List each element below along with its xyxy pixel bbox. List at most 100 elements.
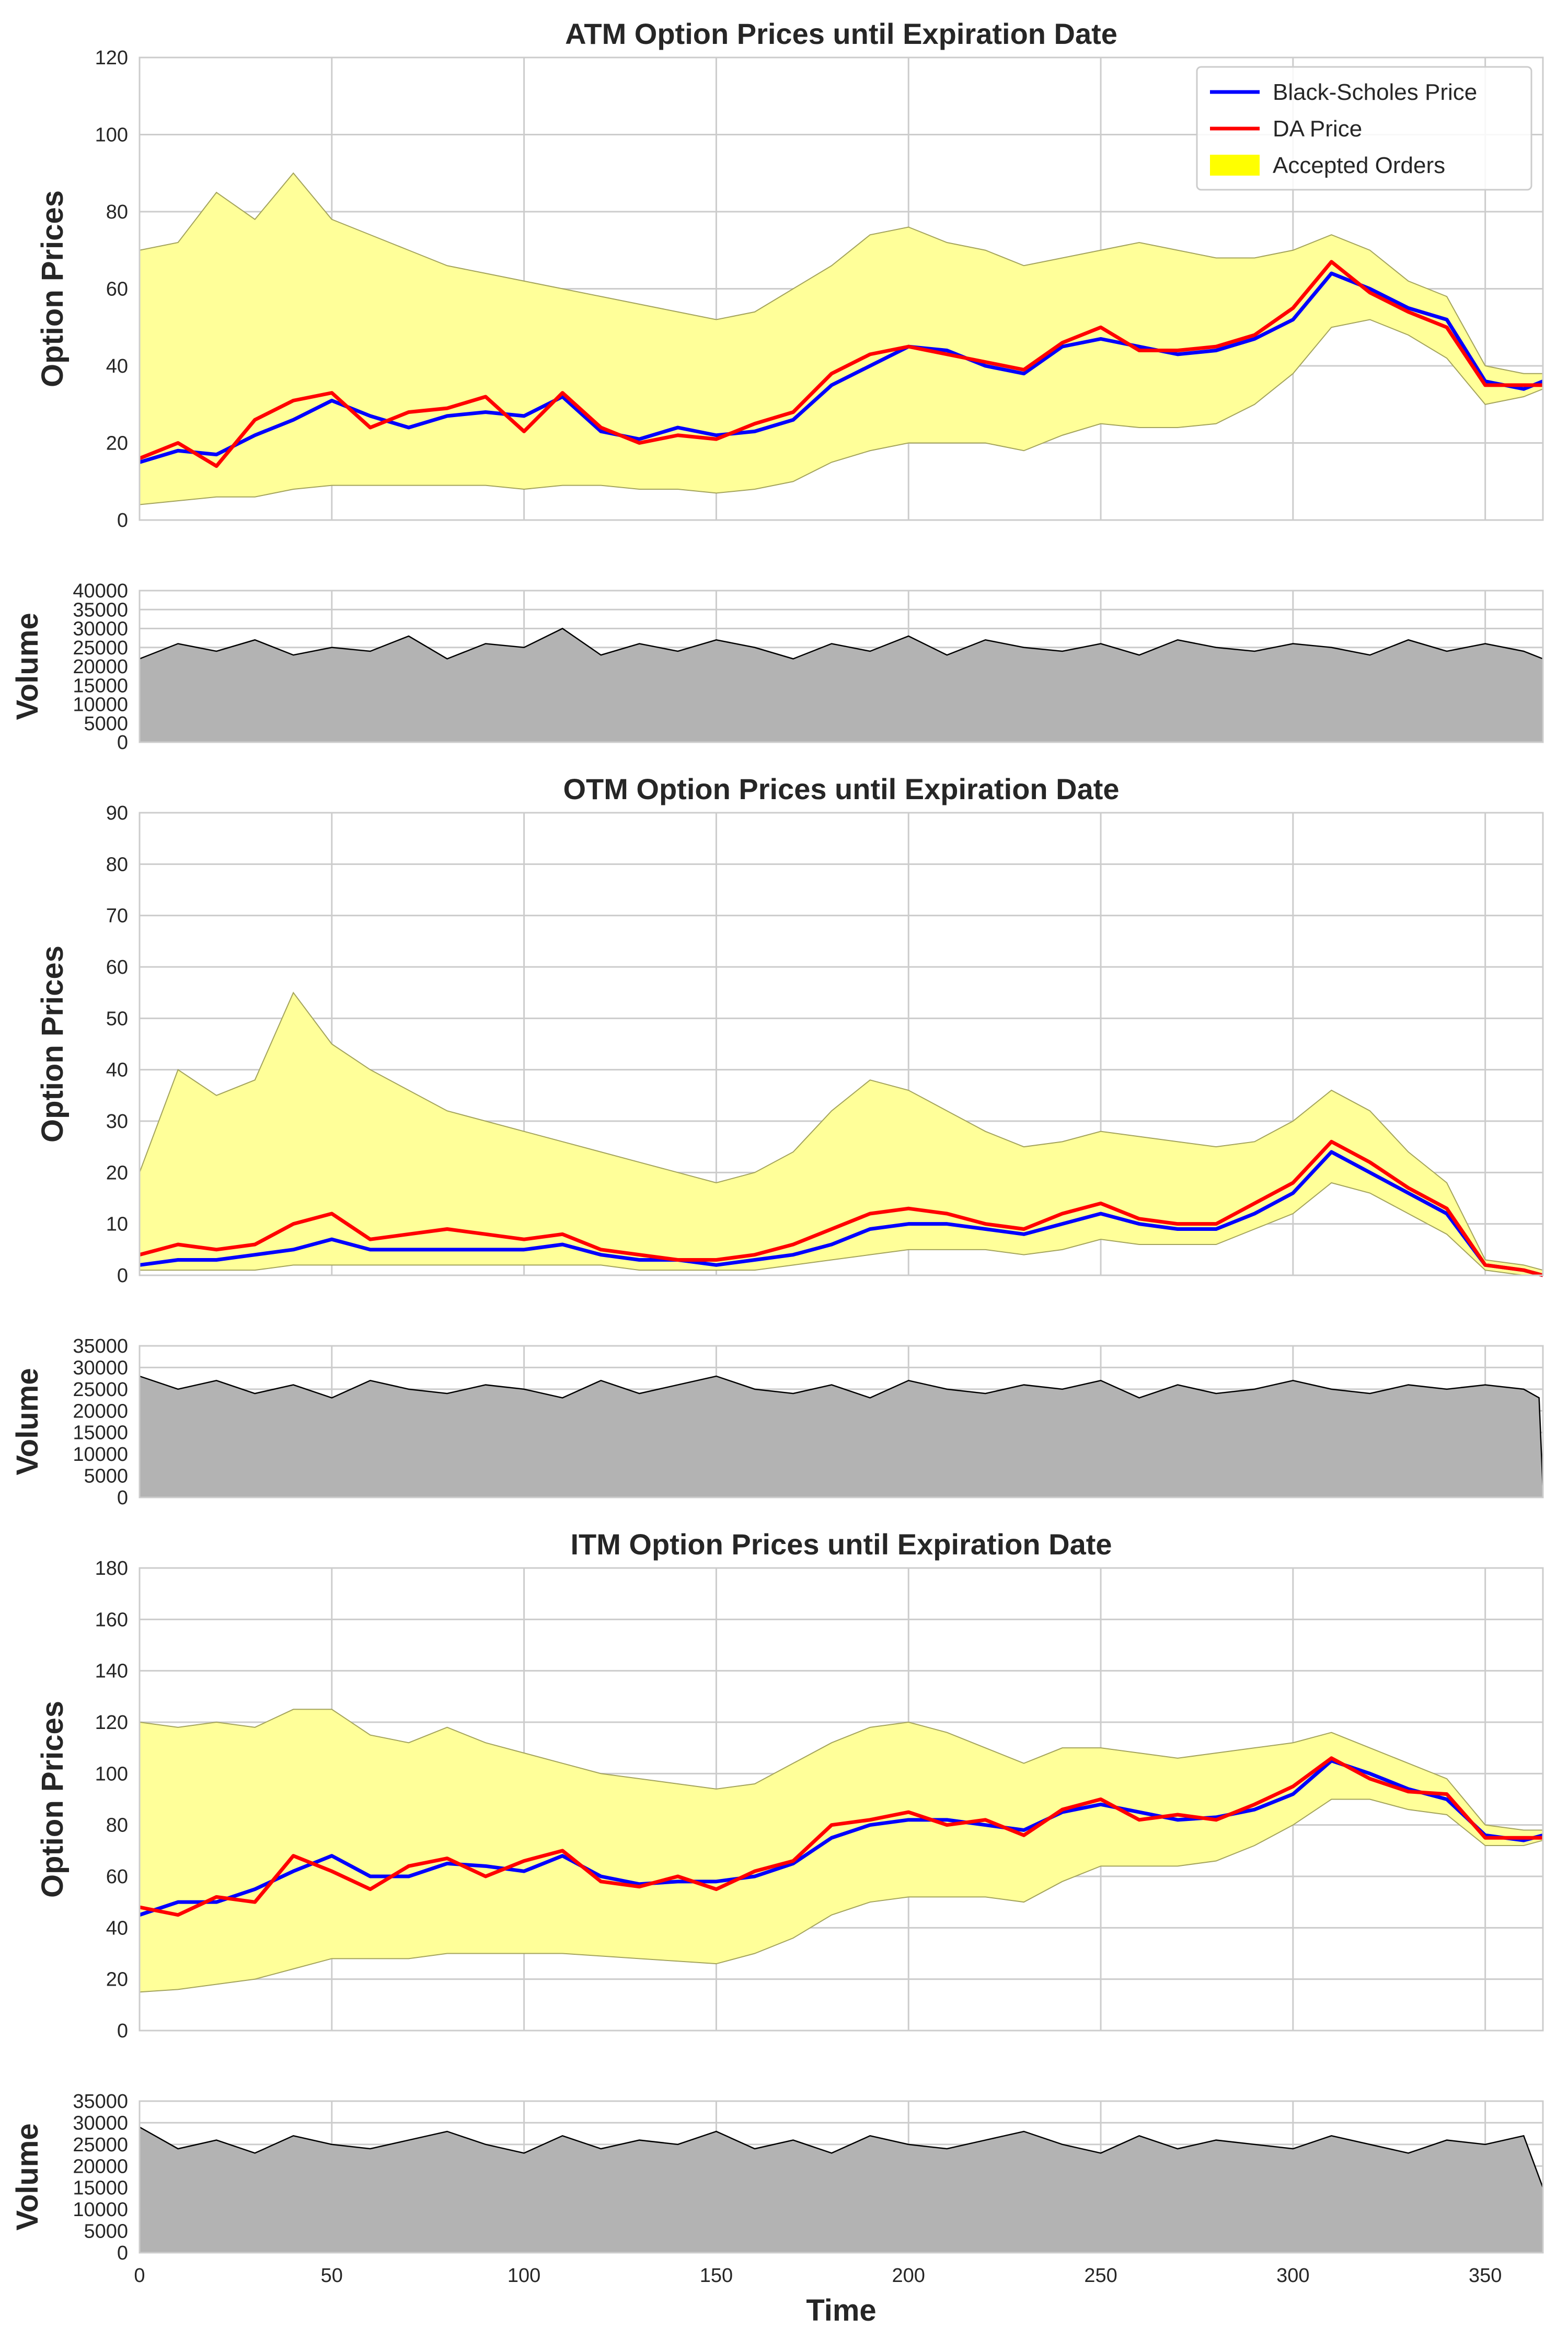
y-tick-label: 0	[117, 1487, 128, 1509]
legend: Black-Scholes Price DA Price Accepted Orde…	[1196, 66, 1532, 191]
y-tick-label: 35000	[73, 599, 128, 621]
volume-line	[139, 628, 1543, 660]
da-price-line	[139, 1139, 1543, 1277]
plot-frame	[139, 1345, 1544, 1498]
y-tick-label: 15000	[73, 675, 128, 697]
y-tick-label: 15000	[73, 1422, 128, 1444]
plot-frame	[139, 2100, 1544, 2254]
plot-frame	[139, 56, 1544, 521]
x-tick-label: 350	[1469, 2265, 1502, 2287]
y-tick-label: 15000	[73, 2177, 128, 2199]
y-tick-label: 20	[106, 433, 128, 455]
y-tick-label: 40	[106, 355, 128, 377]
legend-label: Black-Scholes Price	[1273, 79, 1477, 105]
panel-atm-volume: 0500010000150002000025000300003500040000…	[10, 580, 1544, 754]
y-tick-label: 30000	[73, 618, 128, 640]
y-tick-label: 80	[106, 854, 128, 875]
y-tick-label: 0	[117, 1265, 128, 1287]
accepted-orders-band	[139, 991, 1543, 1276]
x-tick-label: 50	[321, 2265, 343, 2287]
da-price-line	[139, 1756, 1543, 1917]
y-tick-label: 50	[106, 1008, 128, 1030]
y-tick-label: 100	[95, 124, 128, 146]
y-tick-label: 80	[106, 201, 128, 223]
volume-line	[139, 2126, 1544, 2188]
volume-line	[139, 1375, 1544, 1489]
plot-frame	[139, 1567, 1544, 2032]
black-scholes-line	[139, 271, 1544, 464]
y-tick-label: 5000	[84, 2221, 128, 2243]
y-tick-label: 10000	[73, 2199, 128, 2221]
y-tick-label: 30000	[73, 1357, 128, 1379]
volume-area	[140, 2127, 1543, 2253]
y-tick-label: 20	[106, 1969, 128, 1991]
y-tick-label: 80	[106, 1815, 128, 1837]
y-tick-label: 20	[106, 1162, 128, 1184]
accepted-orders-band	[139, 172, 1543, 505]
y-axis-label: Volume	[10, 613, 44, 720]
y-tick-label: 0	[117, 510, 128, 532]
y-tick-label: 160	[95, 1609, 128, 1631]
y-tick-label: 90	[106, 802, 128, 824]
y-tick-label: 30	[106, 1111, 128, 1133]
chart-title: OTM Option Prices until Expiration Date	[563, 773, 1119, 805]
y-axis-label: Option Prices	[36, 190, 70, 387]
y-tick-label: 25000	[73, 1379, 128, 1401]
y-tick-label: 70	[106, 905, 128, 927]
y-tick-label: 40000	[73, 580, 128, 602]
y-tick-label: 0	[117, 2242, 128, 2264]
y-tick-label: 25000	[73, 2134, 128, 2156]
y-tick-label: 40	[106, 1917, 128, 1939]
y-tick-label: 20000	[73, 2155, 128, 2177]
volume-area	[140, 1376, 1543, 1497]
legend-label: Accepted Orders	[1273, 153, 1445, 178]
panel-otm: 0 10 20 30 40 50 60 70 80 90 OTM Option Prices unt…	[36, 773, 1544, 1287]
y-tick-label: 120	[95, 47, 128, 69]
y-tick-label: 25000	[73, 637, 128, 659]
legend-box	[1196, 66, 1532, 191]
black-scholes-line	[139, 1150, 1543, 1277]
panel-itm: 0 20 40 60 80 100 120 140 160 180 ITM Option Price…	[36, 1528, 1544, 2042]
y-tick-label: 60	[106, 956, 128, 978]
y-tick-label: 10000	[73, 694, 128, 716]
legend-swatch-accepted-orders	[1210, 155, 1260, 176]
y-tick-label: 140	[95, 1661, 128, 1682]
y-tick-label: 5000	[84, 1466, 128, 1488]
y-tick-label: 10000	[73, 1444, 128, 1466]
chart-title: ITM Option Prices until Expiration Date	[570, 1528, 1112, 1561]
y-tick-label: 10	[106, 1214, 128, 1236]
x-tick-label: 200	[892, 2265, 925, 2287]
y-tick-label: 0	[117, 2020, 128, 2042]
x-axis-label: Time	[806, 2293, 876, 2327]
y-axis-label: Volume	[10, 1368, 44, 1475]
plot-frame	[139, 590, 1544, 743]
black-scholes-line	[139, 1759, 1543, 1917]
y-tick-label: 100	[95, 1763, 128, 1785]
x-tick-label: 0	[134, 2265, 145, 2287]
y-tick-label: 20000	[73, 1400, 128, 1422]
panel-atm: 0 20 40 60 80 100 120 ATM Option Prices until E…	[36, 17, 1544, 532]
y-tick-label: 40	[106, 1059, 128, 1081]
y-tick-label: 35000	[73, 1335, 128, 1357]
y-tick-label: 30000	[73, 2112, 128, 2134]
y-tick-label: 120	[95, 1712, 128, 1734]
legend-label: DA Price	[1273, 116, 1362, 142]
x-tick-label: 150	[700, 2265, 733, 2287]
accepted-orders-band	[139, 1709, 1543, 1993]
x-tick-label: 250	[1084, 2265, 1117, 2287]
y-tick-label: 0	[117, 732, 128, 754]
volume-area	[140, 628, 1543, 742]
plot-frame	[139, 812, 1544, 1276]
y-axis-label: Option Prices	[36, 1701, 70, 1898]
y-axis-label: Volume	[10, 2123, 44, 2230]
y-tick-label: 35000	[73, 2091, 128, 2113]
x-tick-label: 300	[1276, 2265, 1309, 2287]
chart-title: ATM Option Prices until Expiration Date	[565, 17, 1117, 50]
y-axis-label: Option Prices	[36, 946, 70, 1143]
da-price-line	[139, 260, 1543, 468]
y-tick-label: 20000	[73, 656, 128, 678]
y-tick-label: 180	[95, 1558, 128, 1579]
